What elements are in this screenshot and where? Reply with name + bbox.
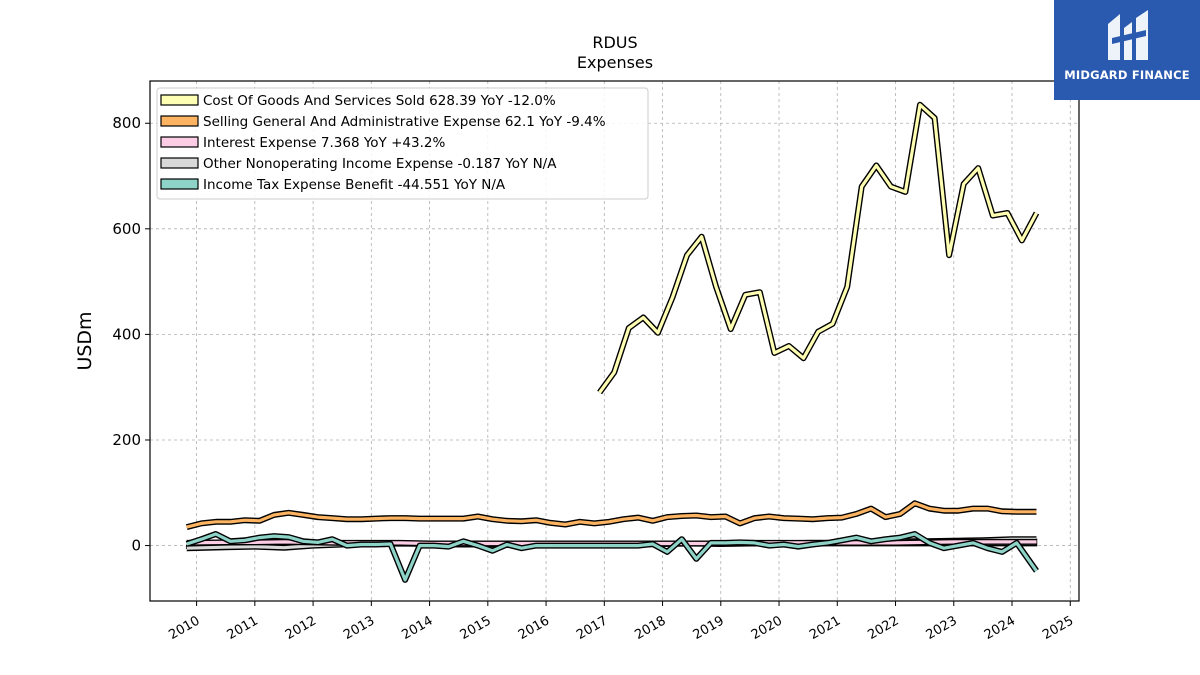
logo-text: MIDGARD FINANCE (1064, 68, 1190, 82)
y-tick-label: 400 (112, 325, 141, 343)
x-axis-ticks: 2010 2011 2012 2013 2014 2015 2016 2017 2018 2019… (166, 601, 1076, 643)
y-tick-label: 200 (112, 431, 141, 449)
series-line-0 (598, 103, 1038, 394)
legend-entry-label: Selling General And Administrative Expen… (203, 114, 606, 130)
series-outline-0 (597, 101, 1040, 395)
x-tick-label: 2016 (516, 613, 552, 643)
legend-entry-label: Other Nonoperating Income Expense -0.187… (203, 156, 557, 172)
plot-frame (149, 80, 1080, 602)
legend-swatch (160, 157, 199, 169)
x-tick-label: 2014 (399, 613, 435, 643)
x-tick-label: 2010 (166, 613, 202, 643)
series-line-1 (186, 501, 1037, 529)
x-tick-label: 2018 (632, 613, 668, 643)
series-layer (185, 101, 1040, 583)
midgard-logo-icon (1108, 10, 1148, 60)
y-tick-label: 600 (112, 220, 141, 238)
x-tick-label: 2021 (807, 613, 843, 643)
y-tick-label: 0 (131, 537, 141, 555)
x-tick-label: 2023 (924, 613, 960, 643)
y-tick-label: 800 (112, 114, 141, 132)
series-line-4 (186, 532, 1038, 582)
x-tick-label: 2017 (574, 613, 610, 643)
legend-entry-label: Cost Of Goods And Services Sold 628.39 Y… (203, 93, 556, 109)
chart-subtitle: Expenses (577, 53, 653, 72)
x-tick-label: 2025 (1040, 613, 1076, 643)
y-axis-ticks: 0 200 400 600 800 (112, 114, 150, 555)
chart-title: RDUS (592, 33, 637, 52)
legend-swatch (160, 94, 199, 106)
legend-entry-label: Income Tax Expense Benefit -44.551 YoY N… (203, 177, 506, 193)
legend-entry-label: Interest Expense 7.368 YoY +43.2% (203, 135, 445, 151)
legend: Cost Of Goods And Services Sold 628.39 Y… (156, 87, 649, 200)
x-tick-label: 2020 (749, 613, 785, 643)
y-axis-label: USDm (74, 311, 96, 370)
x-tick-label: 2012 (283, 613, 319, 643)
legend-swatch (160, 136, 199, 148)
x-tick-label: 2022 (865, 613, 901, 643)
legend-swatch (160, 178, 199, 190)
x-tick-label: 2019 (691, 613, 727, 643)
grid-lines (150, 81, 1079, 601)
midgard-finance-logo: MIDGARD FINANCE (1054, 0, 1200, 100)
x-tick-label: 2011 (225, 613, 261, 643)
x-tick-label: 2015 (458, 613, 494, 643)
legend-swatch (160, 115, 199, 127)
legend-box (156, 87, 649, 200)
x-tick-label: 2013 (341, 613, 377, 643)
x-tick-label: 2024 (982, 613, 1018, 643)
